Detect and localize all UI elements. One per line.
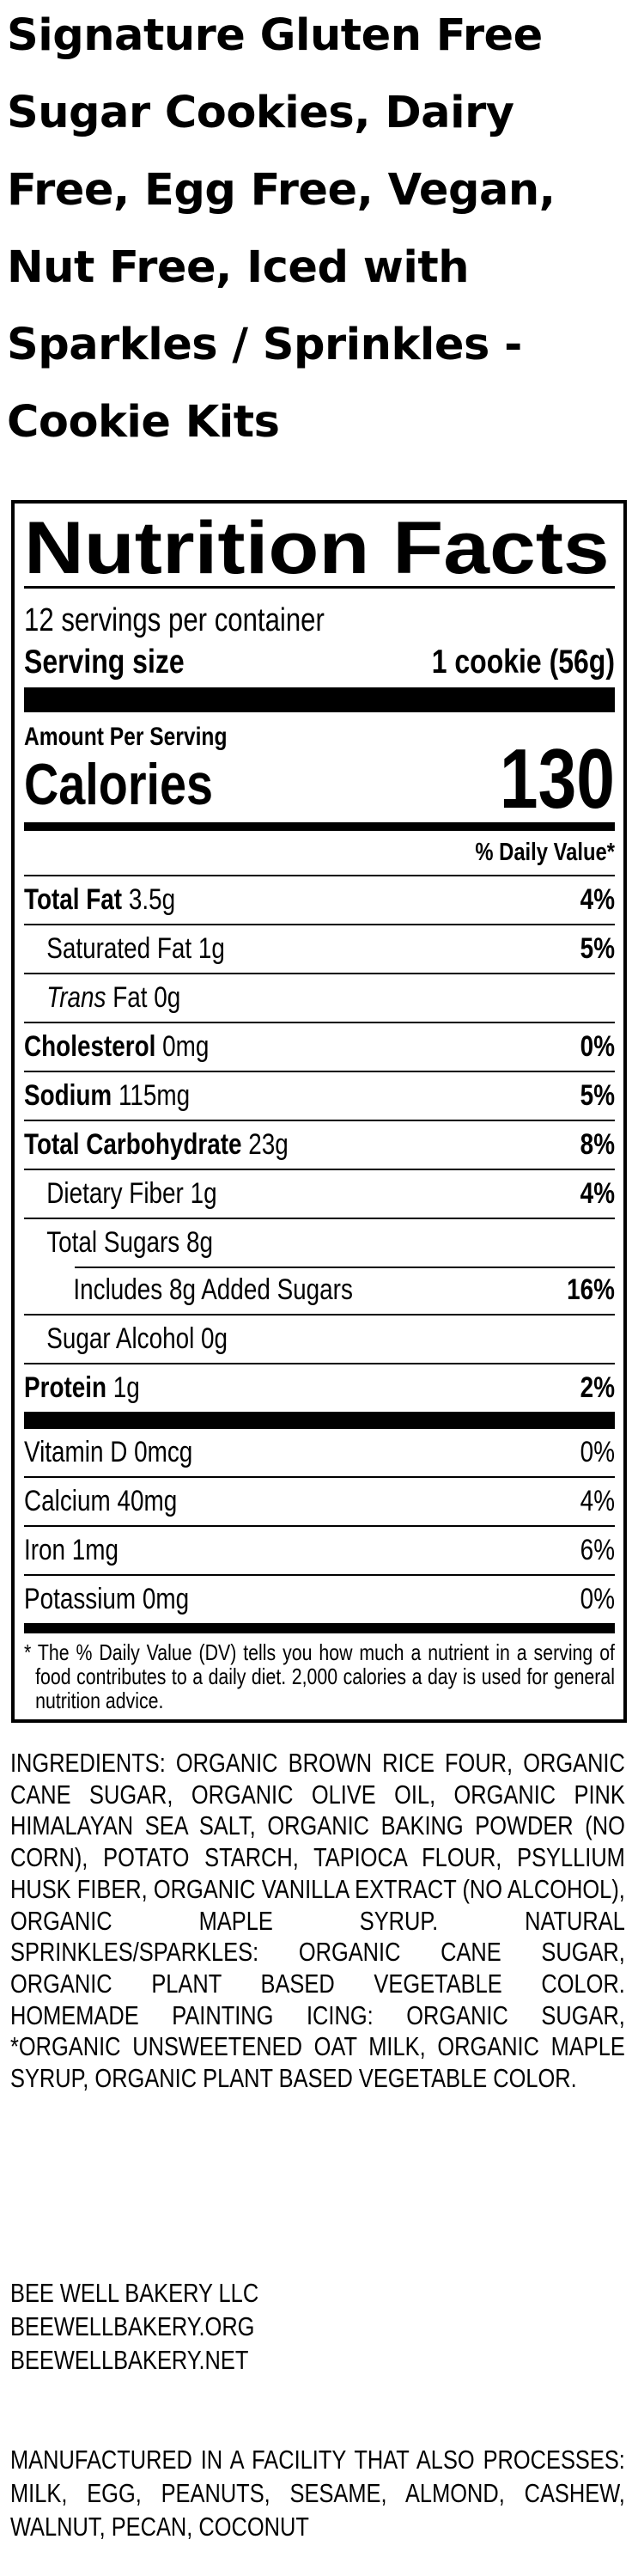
calories-label: Calories [24, 752, 214, 817]
nutrient-row-dietary-fiber: Dietary Fiber 1g 4% [24, 1170, 615, 1219]
company-website: BEEWELLBAKERY.NET [10, 2345, 249, 2375]
company-website: BEEWELLBAKERY.ORG [10, 2311, 255, 2341]
medium-divider [24, 822, 615, 831]
vitamin-row-iron: Iron 1mg 6% [24, 1527, 615, 1576]
nutrient-row-saturated-fat: Saturated Fat 1g 5% [24, 925, 615, 974]
product-title: Signature Gluten Free Sugar Cookies, Dai… [7, 10, 556, 448]
vitamin-row-calcium: Calcium 40mg 4% [24, 1478, 615, 1527]
thick-divider [24, 1412, 615, 1429]
nutrient-row-sodium: Sodium 115mg 5% [24, 1072, 615, 1121]
serving-size: Serving size 1 cookie (56g) [24, 644, 615, 681]
amount-per-serving: Amount Per Serving [24, 723, 228, 751]
nutrient-row-total-sugars: Total Sugars 8g [24, 1219, 615, 1268]
nutrient-row-total-carbohydrate: Total Carbohydrate 23g 8% [24, 1121, 615, 1170]
nutrient-row-total-fat: Total Fat 3.5g 4% [24, 876, 615, 925]
calories-value: 130 [499, 731, 615, 826]
nutrient-row-sugar-alcohol: Sugar Alcohol 0g [24, 1315, 615, 1364]
company-info: BEE WELL BAKERY LLC BEEWELLBAKERY.ORG BE… [10, 2276, 625, 2377]
servings-per-container: 12 servings per container [24, 602, 325, 638]
vitamin-row-potassium: Potassium 0mg 0% [24, 1583, 615, 1615]
nutrient-row-protein: Protein 1g 2% [24, 1371, 615, 1404]
allergen-statement: MANUFACTURED IN A FACILITY THAT ALSO PRO… [10, 2445, 625, 2542]
calories-row: Calories 130 [24, 736, 615, 822]
nutrient-row-trans-fat: Trans Fat 0g [24, 974, 615, 1023]
vitamin-row-vitamin-d: Vitamin D 0mcg 0% [24, 1429, 615, 1478]
nutrient-row-cholesterol: Cholesterol 0mg 0% [24, 1023, 615, 1072]
daily-value-footnote: * The % Daily Value (DV) tells you how m… [24, 1639, 615, 1713]
nutrition-facts-heading: Nutrition Facts [24, 507, 610, 589]
nutrient-row-added-sugars: Includes 8g Added Sugars 16% [24, 1267, 615, 1315]
ingredients-text: INGREDIENTS: ORGANIC BROWN RICE FOUR, OR… [10, 1748, 625, 2094]
divider [24, 586, 615, 589]
company-name: BEE WELL BAKERY LLC [10, 2278, 259, 2308]
divider [24, 875, 615, 876]
medium-divider [24, 1623, 615, 1633]
thick-divider [24, 687, 615, 712]
nutrition-facts-label: Nutrition Facts 12 servings per containe… [11, 500, 627, 1723]
daily-value-header: % Daily Value* [475, 839, 615, 866]
